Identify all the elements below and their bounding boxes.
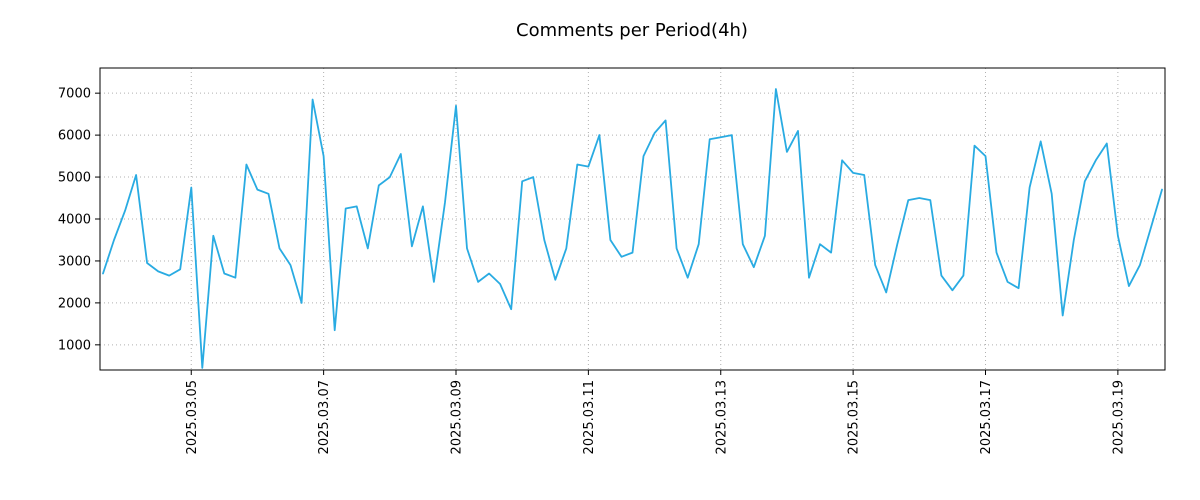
x-tick-label: 2025.03.07 [317,380,332,454]
data-series [102,88,1163,369]
y-tick-label: 7000 [58,87,91,102]
x-tick-label: 2025.03.19 [1111,380,1126,454]
y-tick-label: 4000 [58,213,91,228]
x-tick-label: 2025.03.15 [847,380,862,454]
y-tick-label: 5000 [58,171,91,186]
x-tick-label: 2025.03.11 [582,380,597,454]
series-line [102,88,1163,369]
x-tick-label: 2025.03.13 [714,380,729,454]
x-tick-label: 2025.03.05 [185,380,200,454]
y-tick-label: 2000 [58,296,91,311]
axes: 1000 2000 3000 4000 5000 6000 7000 2025.03.05 20… [58,67,1166,454]
y-tick-label: 6000 [58,129,91,144]
grid-lines [100,68,1165,370]
plot-border [99,67,1166,371]
y-tick-label: 1000 [58,338,91,353]
x-tick-label: 2025.03.09 [450,380,465,454]
chart-title: Comments per Period(4h) [516,20,748,41]
x-tick-label: 2025.03.17 [979,380,994,454]
y-tick-label: 3000 [58,254,91,269]
